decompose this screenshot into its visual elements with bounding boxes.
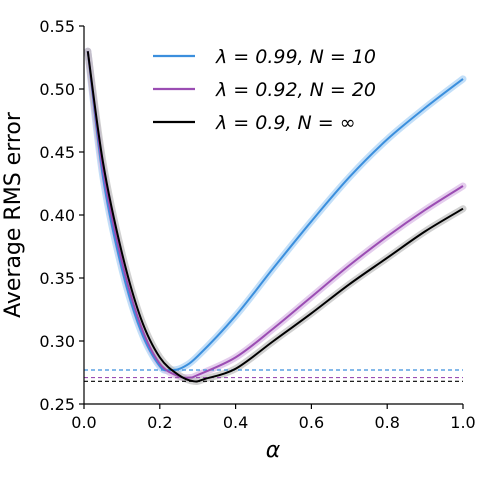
x-tick-label: 0.0 <box>71 413 96 432</box>
series-lines <box>86 51 464 383</box>
y-tick-label: 0.50 <box>39 80 75 99</box>
y-tick-label: 0.35 <box>39 269 75 288</box>
minimum-reference-lines <box>84 369 463 382</box>
y-axis-label: Average RMS error <box>1 111 26 318</box>
x-tick-label: 0.4 <box>223 413 248 432</box>
legend-label-3: λ = 0.9, N = ∞ <box>215 112 356 134</box>
y-tick-label: 0.45 <box>39 143 75 162</box>
x-tick-label: 0.2 <box>147 413 172 432</box>
y-tick-label: 0.25 <box>39 395 75 414</box>
legend-label-2: λ = 0.92, N = 20 <box>215 79 376 101</box>
y-tick-label: 0.30 <box>39 332 75 351</box>
y-tick-label: 0.55 <box>39 17 75 36</box>
legend-label-1: λ = 0.99, N = 10 <box>215 46 376 68</box>
ticks: 0.0 0.2 0.4 0.6 0.8 1.0 0.25 0.30 0.35 0.40 0.45 0.… <box>39 17 475 432</box>
series-1-line <box>86 51 464 372</box>
x-tick-label: 0.8 <box>374 413 399 432</box>
y-tick-label: 0.40 <box>39 206 75 225</box>
x-tick-label: 1.0 <box>450 413 475 432</box>
series-2-line <box>86 51 464 379</box>
series-3-line <box>86 51 464 383</box>
x-tick-label: 0.6 <box>299 413 324 432</box>
x-axis-label: α <box>266 438 281 463</box>
legend: λ = 0.99, N = 10 λ = 0.92, N = 20 λ = 0.9,… <box>153 46 376 134</box>
